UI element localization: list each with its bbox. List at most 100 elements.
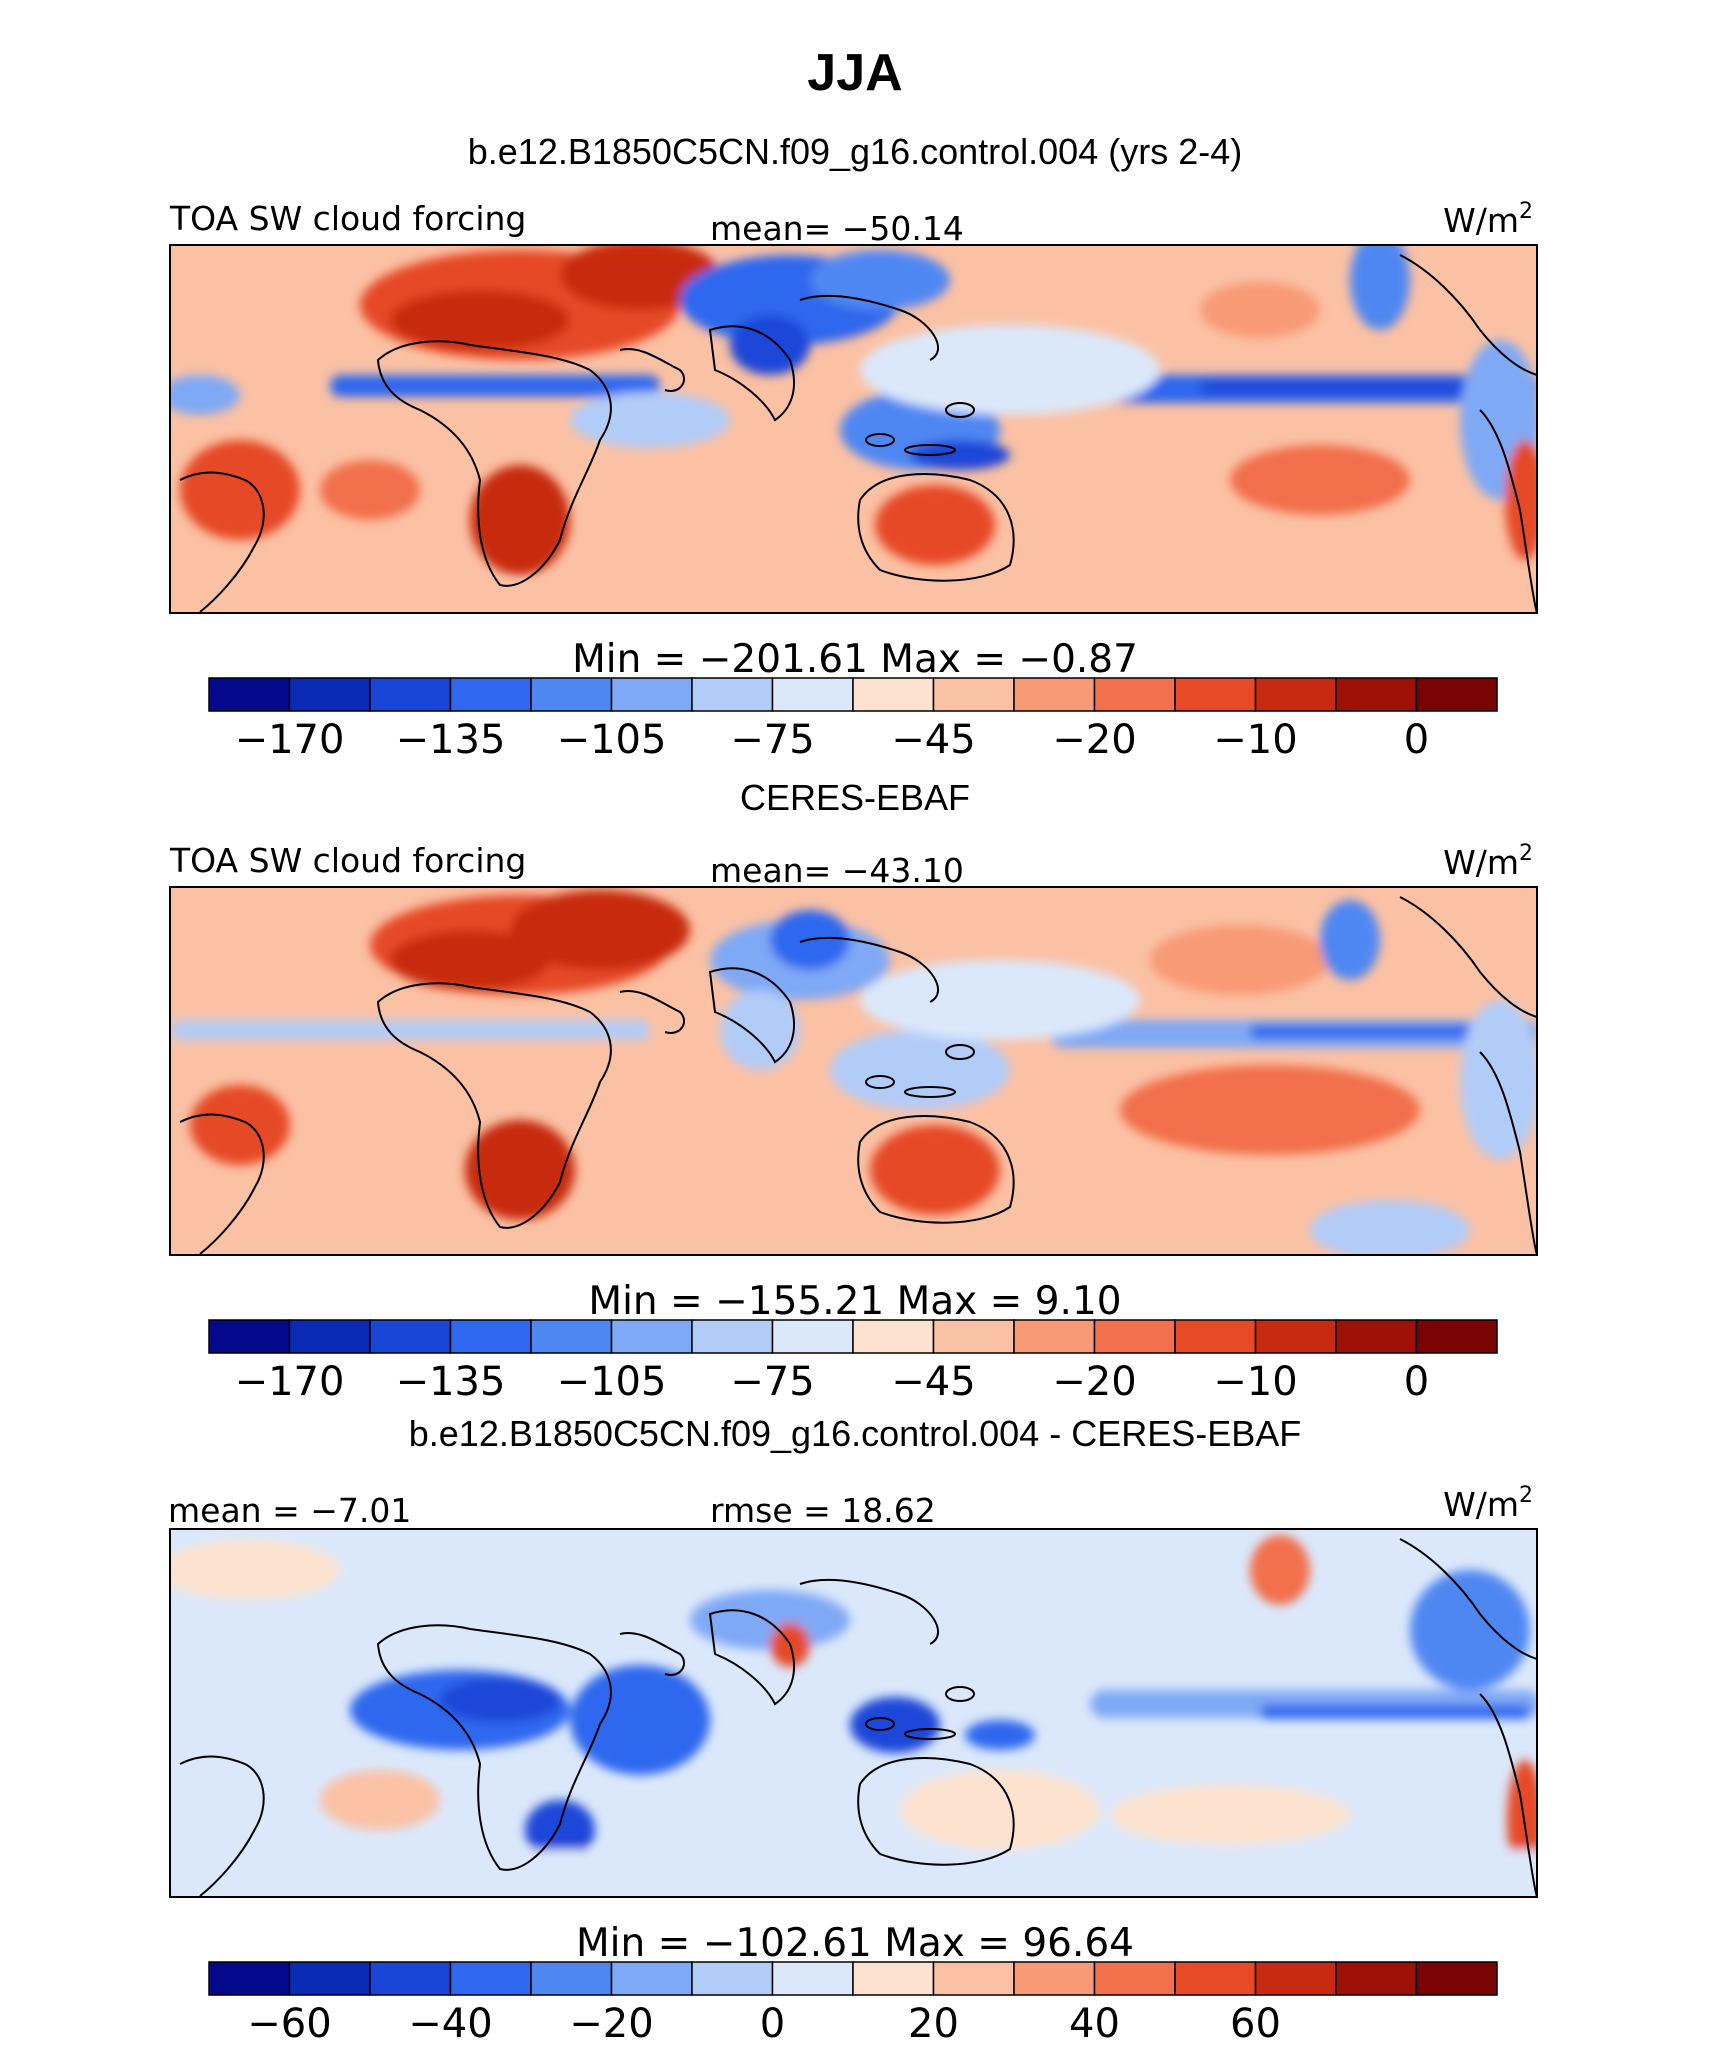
- colorbar-swatch: [1093, 1961, 1176, 1996]
- colorbar-swatch: [691, 1319, 774, 1354]
- panel-center-label: mean= −43.10: [710, 851, 964, 890]
- panel-left-label: mean = −7.01: [168, 1491, 411, 1530]
- colorbar-swatch: [1254, 1961, 1337, 1996]
- colorbar-tick-label: −135: [396, 1359, 506, 1405]
- minmax-label: Min = −102.61 Max = 96.64: [576, 1921, 1134, 1966]
- panel-obs: CERES-EBAF TOA SW cloud forcing mean= −4…: [169, 777, 1538, 1405]
- colorbar-tick-label: 20: [908, 2001, 959, 2047]
- colorbar-tick-label: −40: [408, 2001, 492, 2047]
- colorbar-tick-label: 40: [1069, 2001, 1120, 2047]
- panel-model: TOA SW cloud forcing mean= −50.14 W/m2: [169, 199, 1538, 763]
- coastline: [179, 254, 1537, 613]
- colorbar-swatch: [208, 1319, 291, 1354]
- panel-diff: b.e12.B1850C5CN.f09_g16.control.004 - CE…: [168, 1413, 1538, 2047]
- colorbar-swatch: [1174, 677, 1257, 712]
- colorbar-swatch: [771, 1319, 854, 1354]
- colorbar-swatch: [852, 677, 935, 712]
- colorbar-swatch: [449, 1319, 532, 1354]
- colorbar-swatch: [771, 677, 854, 712]
- figure-subtitle: b.e12.B1850C5CN.f09_g16.control.004 (yrs…: [468, 131, 1242, 172]
- colorbar-tick-label: 0: [1404, 1359, 1429, 1405]
- colorbar-swatch: [288, 1319, 371, 1354]
- colorbar-swatch: [610, 1961, 693, 1996]
- colorbar-swatch: [932, 1961, 1015, 1996]
- contour-fill: [170, 890, 1537, 1255]
- units-label: W/m2: [1443, 199, 1533, 240]
- panel-heading: CERES-EBAF: [740, 777, 970, 818]
- panel-left-label: TOA SW cloud forcing: [169, 841, 526, 880]
- colorbar-tick-label: −105: [557, 1359, 667, 1405]
- colorbar-tick-label: −10: [1213, 717, 1297, 763]
- colorbar-swatch: [852, 1961, 935, 1996]
- colorbar-swatch: [1335, 1961, 1418, 1996]
- minmax-label: Min = −201.61 Max = −0.87: [572, 637, 1138, 682]
- panel-center-label: mean= −50.14: [710, 209, 964, 248]
- colorbar-swatch: [1093, 1319, 1176, 1354]
- colorbar-tick-label: −75: [730, 717, 814, 763]
- colorbar-tick-label: −45: [891, 717, 975, 763]
- colorbar-swatch: [1254, 677, 1337, 712]
- coastline: [179, 896, 1537, 1255]
- colorbar-tick-label: −170: [235, 1359, 345, 1405]
- units-label: W/m2: [1443, 841, 1533, 882]
- colorbar-swatch: [1013, 1319, 1096, 1354]
- colorbar-swatch: [288, 1961, 371, 1996]
- colorbar-tick-label: 0: [1404, 717, 1429, 763]
- colorbar-tick-label: −20: [1052, 717, 1136, 763]
- colorbar-swatch: [369, 1961, 452, 1996]
- colorbar-swatch: [771, 1961, 854, 1996]
- colorbar-swatch: [1415, 677, 1498, 712]
- colorbar-swatch: [932, 677, 1015, 712]
- colorbar-tick-label: −170: [235, 717, 345, 763]
- colorbar-swatch: [1254, 1319, 1337, 1354]
- colorbar-swatch: [530, 1961, 613, 1996]
- colorbar-swatch: [1174, 1319, 1257, 1354]
- colorbar-swatch: [288, 677, 371, 712]
- colorbar-swatch: [1013, 677, 1096, 712]
- colorbar-swatch: [932, 1319, 1015, 1354]
- map-frame: [169, 886, 1538, 1256]
- colorbar-tick-label: −75: [730, 1359, 814, 1405]
- panel-heading: b.e12.B1850C5CN.f09_g16.control.004 - CE…: [409, 1413, 1302, 1454]
- colorbar-swatch: [208, 1961, 291, 1996]
- colorbar-swatch: [691, 1961, 774, 1996]
- panel-left-label: TOA SW cloud forcing: [169, 199, 526, 238]
- colorbar-tick-label: −105: [557, 717, 667, 763]
- colorbar-swatch: [449, 1961, 532, 1996]
- colorbar-swatch: [1013, 1961, 1096, 1996]
- colorbar-swatch: [1335, 1319, 1418, 1354]
- colorbar-tick-label: −10: [1213, 1359, 1297, 1405]
- colorbar-tick-label: −60: [247, 2001, 331, 2047]
- colorbar-swatch: [449, 677, 532, 712]
- contour-fill: [170, 1535, 1537, 1897]
- colorbar-swatch: [369, 677, 452, 712]
- colorbar-swatch: [1174, 1961, 1257, 1996]
- colorbar-swatch: [369, 1319, 452, 1354]
- figure-title: JJA: [807, 44, 902, 102]
- coastline: [179, 1538, 1537, 1897]
- colorbar: −170 −135 −105 −75 −45 −20 −10 0: [208, 677, 1498, 763]
- map-frame: [169, 1528, 1538, 1898]
- contour-fill: [170, 245, 1537, 613]
- colorbar-tick-label: 60: [1230, 2001, 1281, 2047]
- colorbar-tick-label: −135: [396, 717, 506, 763]
- colorbar-swatch: [208, 677, 291, 712]
- map-frame: [169, 244, 1538, 614]
- colorbar-tick-label: −20: [569, 2001, 653, 2047]
- colorbar-tick-label: −20: [1052, 1359, 1136, 1405]
- colorbar-swatch: [610, 1319, 693, 1354]
- colorbar-tick-label: 0: [760, 2001, 785, 2047]
- colorbar-swatch: [1335, 677, 1418, 712]
- colorbar: −60 −40 −20 0 20 40 60: [208, 1961, 1498, 2047]
- colorbar-swatch: [1093, 677, 1176, 712]
- colorbar: −170 −135 −105 −75 −45 −20 −10 0: [208, 1319, 1498, 1405]
- minmax-label: Min = −155.21 Max = 9.10: [588, 1279, 1121, 1324]
- colorbar-swatch: [610, 677, 693, 712]
- colorbar-swatch: [530, 677, 613, 712]
- colorbar-swatch: [1415, 1319, 1498, 1354]
- colorbar-swatch: [852, 1319, 935, 1354]
- colorbar-swatch: [691, 677, 774, 712]
- colorbar-swatch: [1415, 1961, 1498, 1996]
- colorbar-tick-label: −45: [891, 1359, 975, 1405]
